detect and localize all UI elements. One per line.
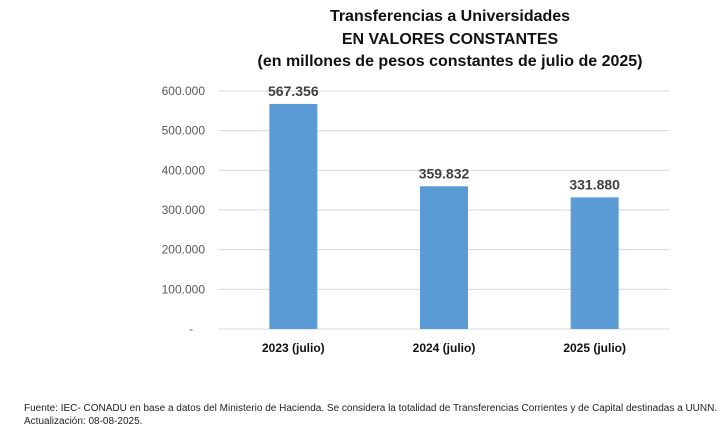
chart-title-line-1: Transferencias a Universidades (329, 8, 571, 25)
x-tick-label: 2025 (julio) (563, 341, 626, 355)
y-tick-label: 500.000 (162, 124, 206, 138)
y-tick-label: - (189, 322, 193, 336)
y-tick-label: 200.000 (162, 243, 206, 257)
bar (269, 103, 318, 329)
y-tick-label: 400.000 (162, 163, 206, 177)
y-tick-label: 100.000 (162, 282, 206, 296)
data-label: 567.356 (268, 83, 319, 99)
data-label: 359.832 (419, 165, 470, 181)
bar (420, 186, 468, 329)
data-label: 331.880 (569, 176, 620, 192)
chart-title-line-3: (en millones de pesos constantes de juli… (257, 53, 643, 70)
footer-source: Fuente: IEC- CONADU en base a datos del … (24, 403, 718, 414)
chart-title-line-2: EN VALORES CONSTANTES (341, 31, 559, 48)
x-tick-label: 2023 (julio) (262, 341, 325, 355)
x-tick-label: 2024 (julio) (413, 341, 476, 355)
footer-update: Actualización: 08-08-2025. (24, 416, 143, 427)
y-tick-label: 300.000 (162, 203, 206, 217)
bar (570, 197, 619, 329)
y-tick-label: 600.000 (162, 84, 206, 98)
